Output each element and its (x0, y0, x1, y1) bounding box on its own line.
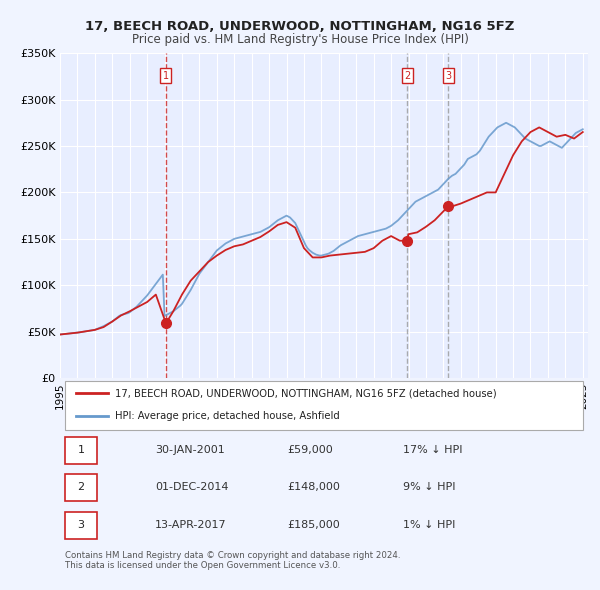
Text: Price paid vs. HM Land Registry's House Price Index (HPI): Price paid vs. HM Land Registry's House … (131, 33, 469, 46)
Text: £148,000: £148,000 (287, 482, 340, 492)
Text: 30-JAN-2001: 30-JAN-2001 (155, 445, 225, 455)
Text: 13-APR-2017: 13-APR-2017 (155, 520, 227, 530)
Text: 17% ↓ HPI: 17% ↓ HPI (403, 445, 463, 455)
FancyBboxPatch shape (65, 437, 97, 464)
Text: 1: 1 (77, 445, 85, 455)
Text: Contains HM Land Registry data © Crown copyright and database right 2024.
This d: Contains HM Land Registry data © Crown c… (65, 550, 401, 570)
Text: £185,000: £185,000 (287, 520, 340, 530)
Text: 2: 2 (77, 482, 85, 492)
Text: 1: 1 (163, 71, 169, 81)
Text: 3: 3 (445, 71, 451, 81)
Text: 9% ↓ HPI: 9% ↓ HPI (403, 482, 456, 492)
Text: £59,000: £59,000 (287, 445, 333, 455)
Text: 1% ↓ HPI: 1% ↓ HPI (403, 520, 455, 530)
Text: HPI: Average price, detached house, Ashfield: HPI: Average price, detached house, Ashf… (115, 411, 340, 421)
Text: 17, BEECH ROAD, UNDERWOOD, NOTTINGHAM, NG16 5FZ (detached house): 17, BEECH ROAD, UNDERWOOD, NOTTINGHAM, N… (115, 388, 497, 398)
Text: 3: 3 (77, 520, 85, 530)
Text: 01-DEC-2014: 01-DEC-2014 (155, 482, 229, 492)
FancyBboxPatch shape (65, 474, 97, 501)
FancyBboxPatch shape (65, 512, 97, 539)
Text: 17, BEECH ROAD, UNDERWOOD, NOTTINGHAM, NG16 5FZ: 17, BEECH ROAD, UNDERWOOD, NOTTINGHAM, N… (85, 20, 515, 33)
Text: 2: 2 (404, 71, 410, 81)
FancyBboxPatch shape (65, 381, 583, 431)
